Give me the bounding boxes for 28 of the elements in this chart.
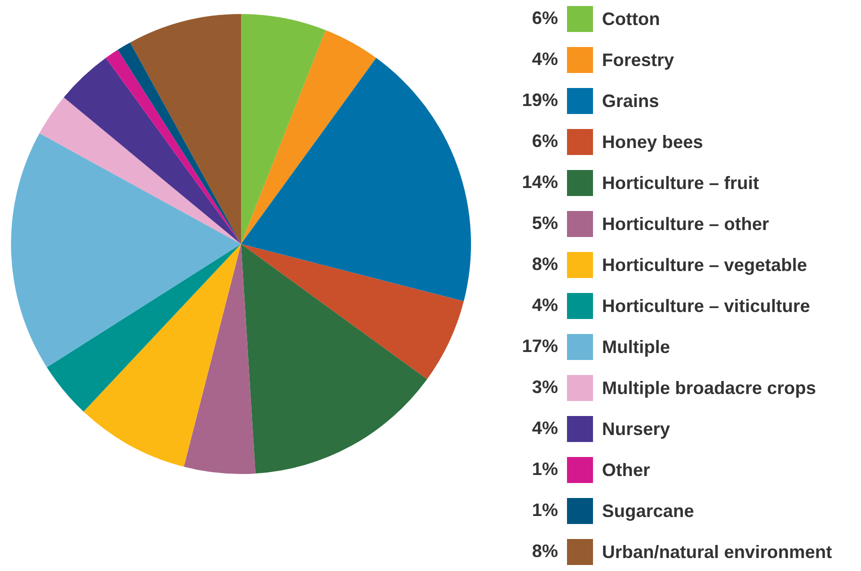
legend-label: Cotton (602, 9, 660, 29)
data-label: 6% (532, 131, 558, 151)
data-label: 6% (532, 8, 558, 28)
legend-label: Nursery (602, 419, 670, 439)
legend-label: Horticulture – other (602, 214, 770, 234)
legend-label: Horticulture – viticulture (602, 296, 810, 316)
data-label: 5% (532, 213, 558, 233)
legend-label: Forestry (602, 50, 674, 70)
legend-label: Urban/natural environment (602, 542, 832, 562)
data-label: 1% (532, 459, 558, 479)
data-label: 8% (532, 541, 558, 561)
data-label: 19% (522, 90, 558, 110)
legend-label: Honey bees (602, 132, 704, 152)
legend-label: Other (602, 460, 650, 480)
data-label: 4% (532, 49, 558, 69)
data-label: 1% (532, 500, 558, 520)
data-label: 8% (532, 254, 558, 274)
legend-label: Horticulture – vegetable (602, 255, 808, 275)
data-label: 17% (522, 336, 558, 356)
legend-label: Multiple broadacre crops (602, 378, 816, 398)
legend-label: Grains (602, 91, 660, 111)
legend-label: Multiple (602, 337, 670, 357)
legend-label: Sugarcane (602, 501, 694, 521)
data-label: 14% (522, 172, 558, 192)
data-label: 4% (532, 295, 558, 315)
data-label: 4% (532, 418, 558, 438)
legend-label: Horticulture – fruit (602, 173, 760, 193)
data-label: 3% (532, 377, 558, 397)
